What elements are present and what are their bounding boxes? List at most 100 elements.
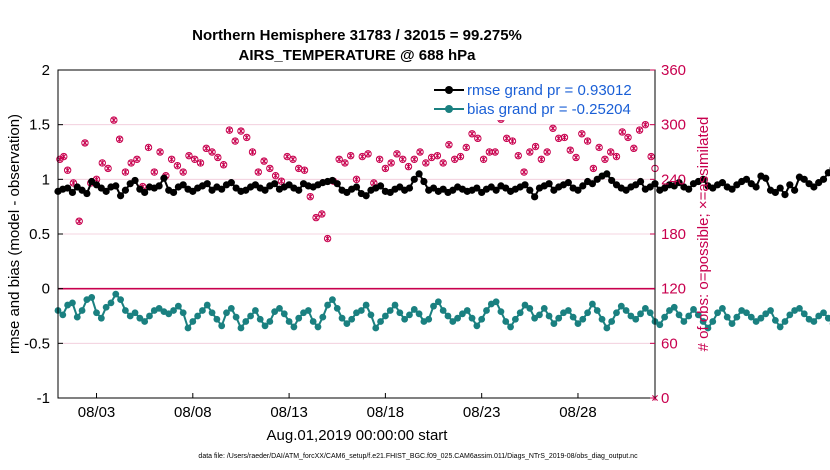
rmse-point: [521, 181, 529, 189]
obs-assimilated-marker: [474, 135, 481, 142]
obs-assimilated-marker: [295, 165, 302, 172]
obs-possible-marker: [260, 157, 268, 165]
rmse-point: [526, 186, 534, 194]
bias-point: [776, 323, 784, 331]
obs-possible-marker: [612, 152, 621, 161]
rmse-layer: [54, 166, 830, 201]
rmse-point: [742, 175, 751, 183]
legend-box: [430, 82, 652, 120]
bias-point: [752, 318, 760, 325]
obs-assimilated-marker: [186, 152, 192, 159]
tick-label-right: 360: [661, 62, 686, 79]
bias-point: [309, 318, 317, 325]
bias-point: [511, 315, 519, 323]
bias-point: [767, 307, 774, 314]
y-axis-label-right: # of obs: o=possible; ×=assimilated: [695, 117, 712, 352]
bias-point: [747, 313, 755, 321]
obs-assimilated-marker: [105, 165, 112, 172]
bias-point: [661, 313, 669, 321]
bias-point: [550, 320, 558, 328]
rmse-point: [112, 182, 120, 190]
obs-assimilated-marker: [64, 167, 71, 174]
bias-point: [800, 310, 808, 318]
bias-point: [492, 298, 500, 306]
rmse-point: [531, 193, 539, 201]
obs-possible-marker: [624, 133, 632, 142]
bias-point: [820, 309, 827, 317]
obs-assimilated-marker: [180, 169, 187, 175]
bias-point: [521, 301, 529, 309]
bias-point: [574, 320, 582, 328]
bias-point: [622, 307, 630, 314]
obs-possible-marker: [63, 166, 72, 174]
obs-assimilated-marker: [76, 218, 83, 225]
obs-possible-marker: [549, 124, 557, 133]
rmse-point: [169, 188, 178, 197]
rmse-point: [728, 185, 736, 193]
obs-possible-marker: [179, 168, 187, 176]
obs-assimilated-marker: [567, 147, 574, 154]
rmse-point: [68, 188, 77, 197]
obs-possible-marker: [312, 213, 320, 222]
rmse-point: [261, 186, 269, 194]
obs-possible-marker: [595, 143, 603, 152]
obs-possible-marker: [456, 152, 465, 161]
bias-point: [136, 314, 144, 322]
obs-assimilated-marker: [573, 154, 579, 161]
obs-assimilated-marker: [99, 159, 106, 166]
bias-point: [641, 304, 649, 312]
obs-possible-marker: [185, 151, 193, 160]
obs-assimilated-marker: [388, 159, 395, 166]
bias-point: [362, 301, 370, 309]
obs-possible-marker: [248, 148, 257, 156]
obs-possible-marker: [618, 128, 626, 136]
bias-point: [757, 314, 765, 322]
obs-possible-marker: [410, 155, 418, 163]
legend-bias-marker: [445, 105, 453, 113]
bias-point: [410, 306, 418, 313]
bias-point: [483, 307, 490, 314]
tick-label-left: 1.5: [29, 117, 50, 134]
rmse-point: [227, 179, 235, 187]
rmse-point: [588, 180, 597, 188]
obs-assimilated-marker: [521, 169, 527, 175]
bias-point: [459, 310, 466, 318]
bias-point: [723, 313, 731, 321]
bias-point: [170, 307, 177, 314]
bias-point: [343, 320, 351, 328]
bias-point: [290, 323, 298, 331]
obs-assimilated-marker: [555, 135, 562, 142]
obs-possible-marker: [422, 159, 430, 167]
obs-possible-marker: [479, 155, 488, 163]
bias-point: [699, 318, 707, 325]
obs-possible-marker: [173, 161, 182, 170]
bias-point: [69, 299, 76, 307]
obs-possible-marker: [69, 179, 78, 187]
obs-assimilated-marker: [376, 156, 383, 163]
obs-assimilated-marker: [578, 130, 585, 137]
obs-assimilated-marker: [601, 156, 608, 163]
obs-possible-marker: [243, 133, 251, 142]
bias-point: [174, 302, 182, 310]
tick-label-left: 1: [42, 171, 50, 188]
obs-assimilated-marker: [607, 149, 614, 155]
bias-point: [771, 316, 779, 324]
bias-point: [107, 299, 115, 307]
bias-point: [680, 318, 688, 325]
rmse-point: [579, 182, 587, 190]
obs-assimilated-marker: [457, 153, 464, 160]
bias-point: [473, 322, 481, 330]
obs-assimilated-marker: [226, 127, 233, 134]
bias-point: [627, 312, 635, 320]
obs-assimilated-marker: [168, 156, 175, 163]
obs-possible-marker: [277, 177, 286, 185]
tick-label-left: 2: [42, 62, 50, 79]
obs-possible-marker: [219, 161, 228, 169]
bias-point: [179, 309, 187, 317]
rmse-point: [271, 180, 279, 188]
obs-possible-marker: [647, 152, 655, 161]
bias-point: [526, 304, 534, 312]
obs-possible-marker: [300, 166, 309, 174]
obs-possible-marker: [98, 159, 106, 167]
